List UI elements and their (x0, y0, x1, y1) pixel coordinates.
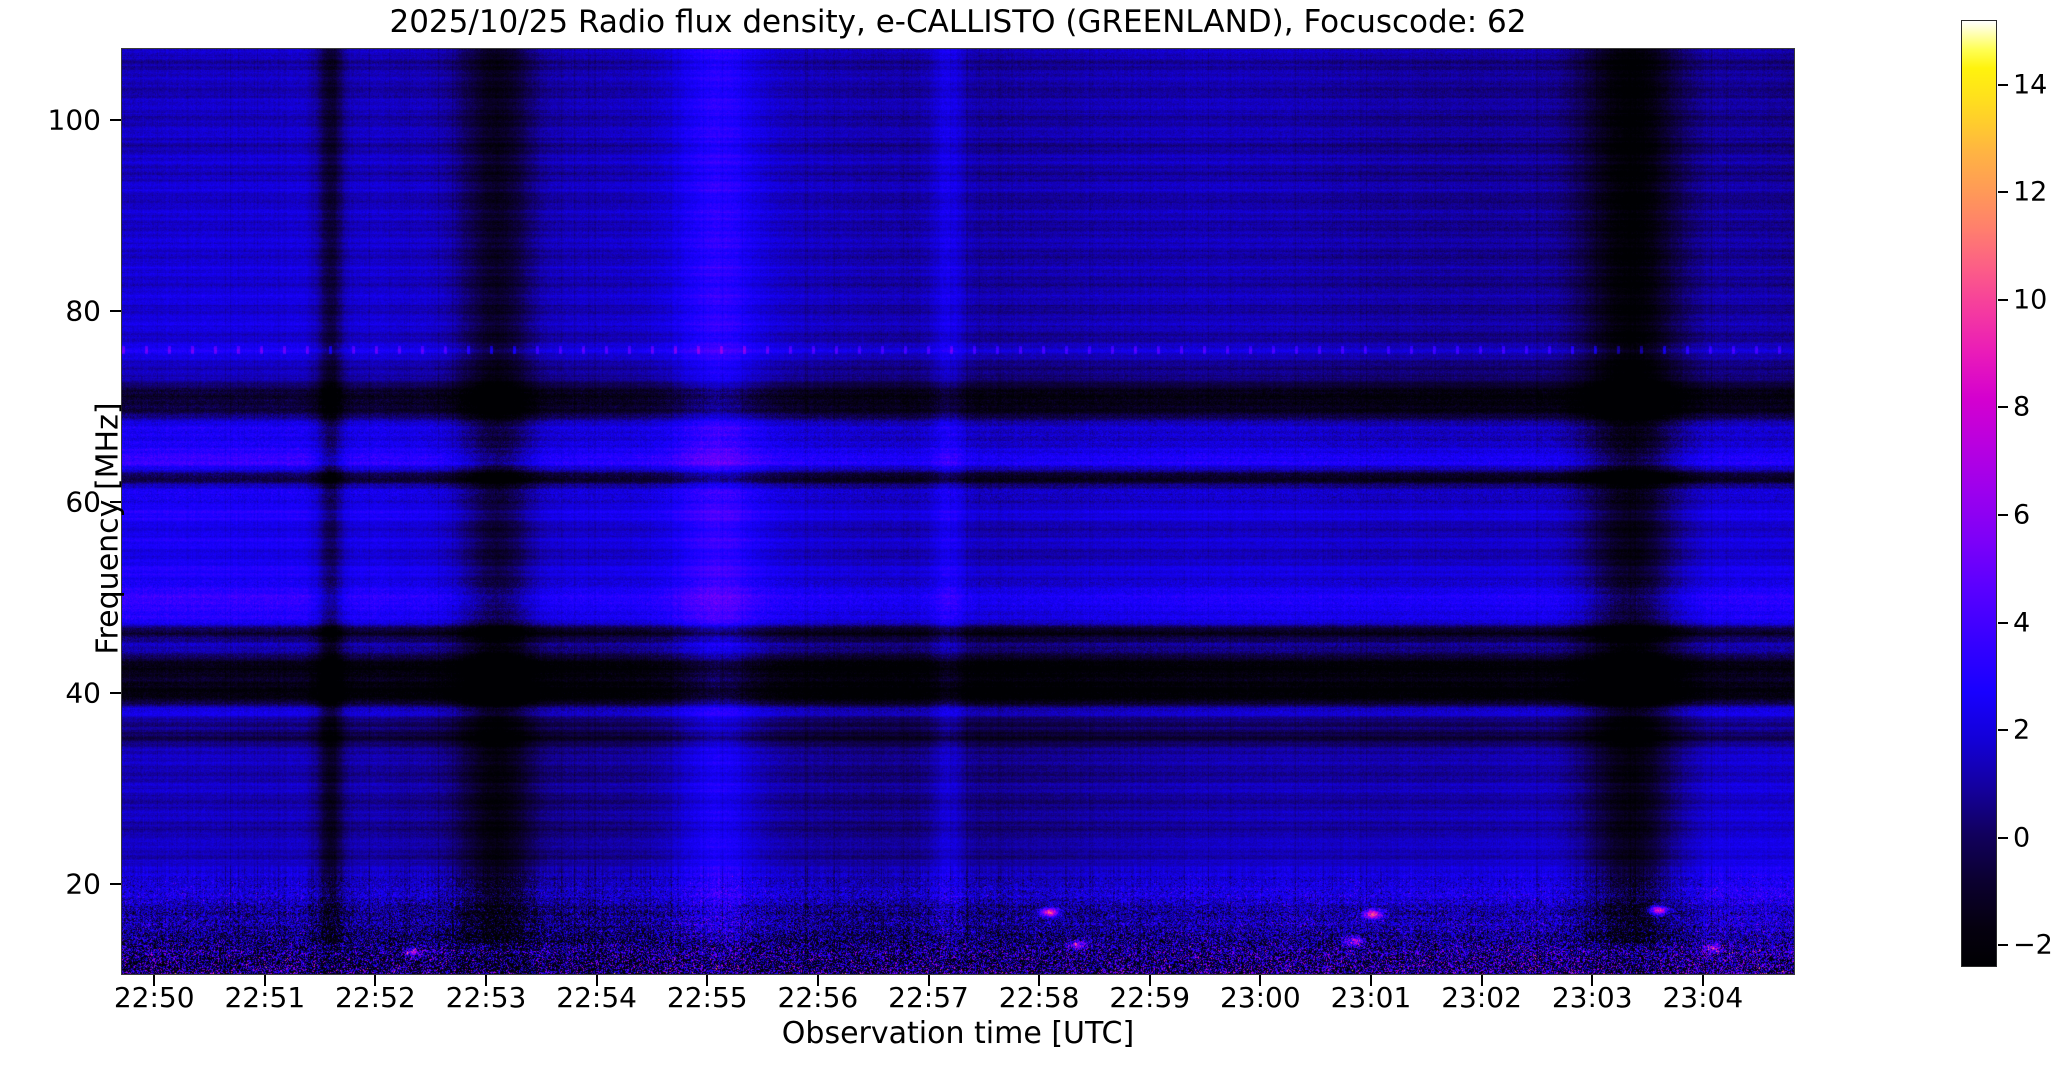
y-tick-label: 60 (65, 485, 101, 519)
x-tick-mark (374, 975, 377, 986)
x-tick-label: 22:50 (113, 981, 195, 1014)
colorbar-tick-mark (1998, 298, 2008, 301)
colorbar-tick-label: 14 (2013, 69, 2048, 101)
spectrogram-image (122, 49, 1794, 974)
colorbar-tick-label: 2 (2013, 714, 2031, 746)
x-tick-mark (263, 975, 266, 986)
y-tick-mark (110, 692, 121, 695)
x-tick-mark (1591, 975, 1594, 986)
y-tick-mark (110, 118, 121, 121)
x-tick-mark (153, 975, 156, 986)
spectrogram-plot-area (121, 48, 1795, 975)
colorbar-tick-label: 10 (2013, 284, 2048, 316)
x-tick-label: 22:57 (888, 981, 969, 1014)
x-tick-mark (485, 975, 488, 986)
x-tick-mark (595, 975, 598, 986)
colorbar-tick-mark (1998, 836, 2008, 839)
x-tick-label: 23:01 (1330, 981, 1412, 1014)
colorbar-tick-label: 12 (2013, 176, 2048, 208)
colorbar-tick-mark (1998, 83, 2008, 86)
y-axis-title: Frequency [MHz] (90, 402, 126, 655)
x-tick-label: 23:02 (1441, 981, 1522, 1014)
y-tick-mark (110, 883, 121, 886)
x-tick-mark (927, 975, 930, 986)
x-tick-mark (816, 975, 819, 986)
colorbar-tick-mark (1998, 944, 2008, 947)
colorbar-tick-mark (1998, 191, 2008, 194)
x-tick-label: 22:52 (335, 981, 416, 1014)
y-tick-label: 80 (65, 294, 101, 328)
x-tick-label: 22:55 (666, 981, 748, 1014)
colorbar: 14 12 10 8 6 4 2 0 −2 (1961, 20, 2053, 967)
x-tick-mark (1369, 975, 1372, 986)
x-tick-label: 22:53 (445, 981, 527, 1014)
colorbar-tick-mark (1998, 729, 2008, 732)
colorbar-gradient (1961, 20, 1997, 967)
x-tick-label: 23:03 (1551, 981, 1633, 1014)
x-tick-mark (1038, 975, 1041, 986)
colorbar-tick-label: 6 (2013, 499, 2031, 531)
y-tick-mark (110, 500, 121, 503)
x-tick-mark (706, 975, 709, 986)
y-tick-label: 20 (65, 867, 101, 901)
x-tick-label: 22:51 (224, 981, 306, 1014)
colorbar-tick-label: 8 (2013, 391, 2031, 423)
x-tick-label: 23:00 (1219, 981, 1301, 1014)
x-tick-mark (1480, 975, 1483, 986)
x-tick-mark (1259, 975, 1262, 986)
colorbar-tick-mark (1998, 514, 2008, 517)
y-tick-mark (110, 309, 121, 312)
colorbar-tick-mark (1998, 406, 2008, 409)
x-tick-label: 22:54 (556, 981, 637, 1014)
x-tick-label: 22:58 (998, 981, 1080, 1014)
page-title: 2025/10/25 Radio flux density, e-CALLIST… (389, 4, 1527, 40)
colorbar-tick-label: −2 (2013, 929, 2053, 961)
y-tick-label: 40 (65, 676, 101, 710)
colorbar-tick-mark (1998, 621, 2008, 624)
colorbar-tick-label: 4 (2013, 607, 2031, 639)
x-tick-label: 22:59 (1109, 981, 1191, 1014)
x-tick-label: 22:56 (777, 981, 859, 1014)
colorbar-tick-label: 0 (2013, 822, 2031, 854)
y-tick-label: 100 (47, 103, 101, 137)
x-tick-label: 23:04 (1662, 981, 1744, 1014)
x-tick-mark (1148, 975, 1151, 986)
x-tick-mark (1701, 975, 1704, 986)
x-axis-title: Observation time [UTC] (781, 1016, 1135, 1051)
